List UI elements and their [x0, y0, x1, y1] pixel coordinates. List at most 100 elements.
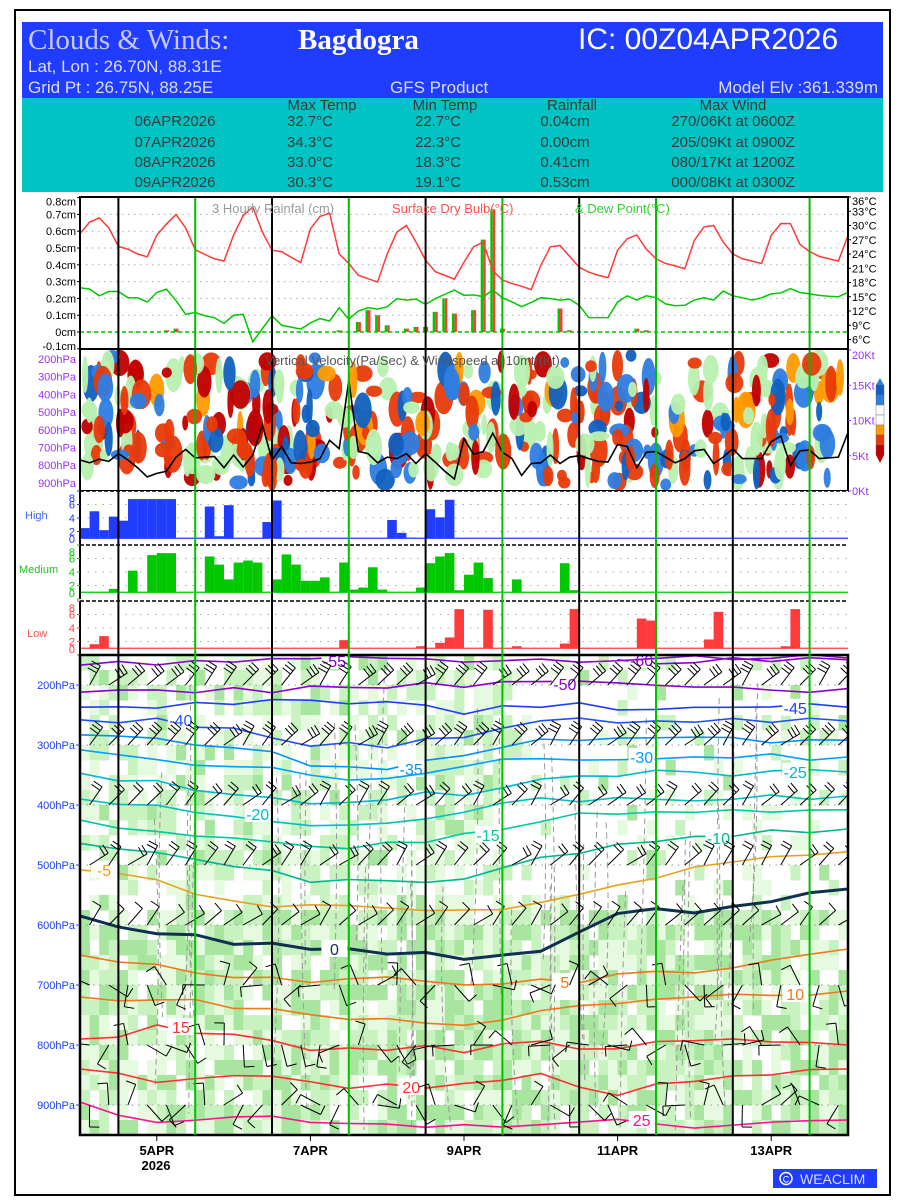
barb-staff: [511, 670, 530, 686]
isotherm-label: -10: [707, 831, 730, 848]
rh-cell: [185, 1030, 196, 1046]
barb-feather: [207, 660, 217, 667]
barb-staff: [242, 913, 263, 926]
rh-cell: [204, 1090, 215, 1106]
rh-cell: [377, 910, 388, 926]
vv-blob: [353, 392, 372, 429]
rh-cell: [838, 910, 848, 926]
barb-staff: [530, 785, 542, 806]
rh-cell: [531, 1015, 542, 1031]
barb-feather: [439, 784, 448, 792]
wind-barb: [281, 1082, 298, 1106]
wind-barb: [126, 1080, 137, 1106]
rh-cell: [387, 1030, 398, 1046]
rain-bar: [358, 321, 361, 332]
rh-cell: [89, 1015, 100, 1031]
rh-cell: [569, 940, 580, 956]
barb-feather: [205, 663, 215, 671]
rh-cell: [608, 1060, 619, 1076]
barb-staff: [838, 673, 848, 686]
high-axis-label: 6: [69, 500, 75, 512]
rh-cell: [512, 1090, 523, 1106]
rh-cell: [262, 1120, 273, 1135]
isotherm-label-bg: [782, 985, 809, 1002]
rh-cell: [752, 1105, 763, 1121]
rh-cell: [790, 940, 801, 956]
rh-cell: [704, 1060, 715, 1076]
rh-cell: [790, 1045, 801, 1061]
wind-barb: [607, 724, 627, 746]
vv-blob: [332, 456, 347, 469]
barb-staff: [742, 909, 760, 926]
wind-barb: [511, 901, 527, 926]
rh-cell: [252, 1060, 263, 1076]
rain-bar: [492, 209, 496, 332]
wind-barb: [679, 1040, 705, 1051]
vv-blob: [542, 466, 554, 487]
rh-cell: [204, 805, 215, 821]
barb-feather: [435, 667, 444, 675]
rh-cell: [656, 1015, 667, 1031]
rain-bar: [403, 328, 407, 332]
rh-cell: [377, 880, 388, 896]
rh-cell: [684, 1030, 695, 1046]
barb-staff: [89, 905, 102, 926]
rh-cell: [252, 670, 263, 686]
wind-barb: [169, 1104, 186, 1128]
rh-cell: [444, 820, 455, 836]
barb-feather: [400, 727, 408, 737]
rh-cell: [281, 1075, 292, 1091]
rh-cell: [128, 865, 139, 881]
rh-cell: [368, 730, 379, 746]
barb-feather: [620, 724, 627, 733]
rh-cell: [560, 940, 571, 956]
barb-staff: [549, 725, 562, 746]
rh-cell: [444, 1000, 455, 1016]
rh-cell: [320, 1105, 331, 1121]
barb-staff: [789, 965, 801, 986]
rh-cell: [713, 1090, 724, 1106]
barb-feather: [154, 1001, 165, 1007]
barb-feather: [744, 780, 754, 787]
rh-cell: [656, 970, 667, 986]
temp-axis-label: 21°C: [852, 263, 877, 275]
barb-staff: [434, 666, 449, 686]
barb-feather: [197, 1057, 207, 1064]
rh-cell: [780, 1120, 791, 1135]
barb-feather: [170, 840, 180, 848]
rh-cell: [656, 1000, 667, 1016]
rh-cell: [598, 955, 609, 971]
rh-cell: [118, 910, 129, 926]
rh-cell: [732, 925, 743, 941]
rh-cell: [780, 1000, 791, 1016]
barb-staff: [531, 1038, 553, 1046]
wind-barb: [232, 1104, 244, 1130]
barb-staff: [204, 910, 222, 926]
rh-cell: [617, 955, 628, 971]
rh-cell: [128, 760, 139, 776]
rh-cell: [800, 1060, 811, 1076]
barb-feather: [473, 783, 483, 790]
wind-barb: [588, 784, 608, 806]
rh-cell: [416, 1090, 427, 1106]
barb-feather: [570, 667, 579, 675]
barb-feather: [812, 1005, 823, 1010]
rh-cell: [204, 1075, 215, 1091]
rain-bar: [502, 328, 505, 332]
barb-feather: [223, 667, 233, 674]
weaclim-badge[interactable]: C WEACLIM: [773, 1169, 877, 1188]
rh-cell: [636, 940, 647, 956]
rh-cell: [204, 1030, 215, 1046]
rh-cell: [732, 1030, 743, 1046]
rh-cell: [166, 805, 177, 821]
rain-bar: [636, 328, 640, 332]
rh-cell: [243, 835, 254, 851]
isotherm-label-bg: [551, 674, 578, 692]
barb-staff: [281, 1089, 298, 1106]
rh-cell: [656, 685, 667, 701]
rh-cell: [464, 790, 475, 806]
rh-cell: [358, 865, 369, 881]
rh-cell: [329, 955, 340, 971]
rh-cell: [617, 1015, 628, 1031]
rh-cell: [790, 835, 801, 851]
